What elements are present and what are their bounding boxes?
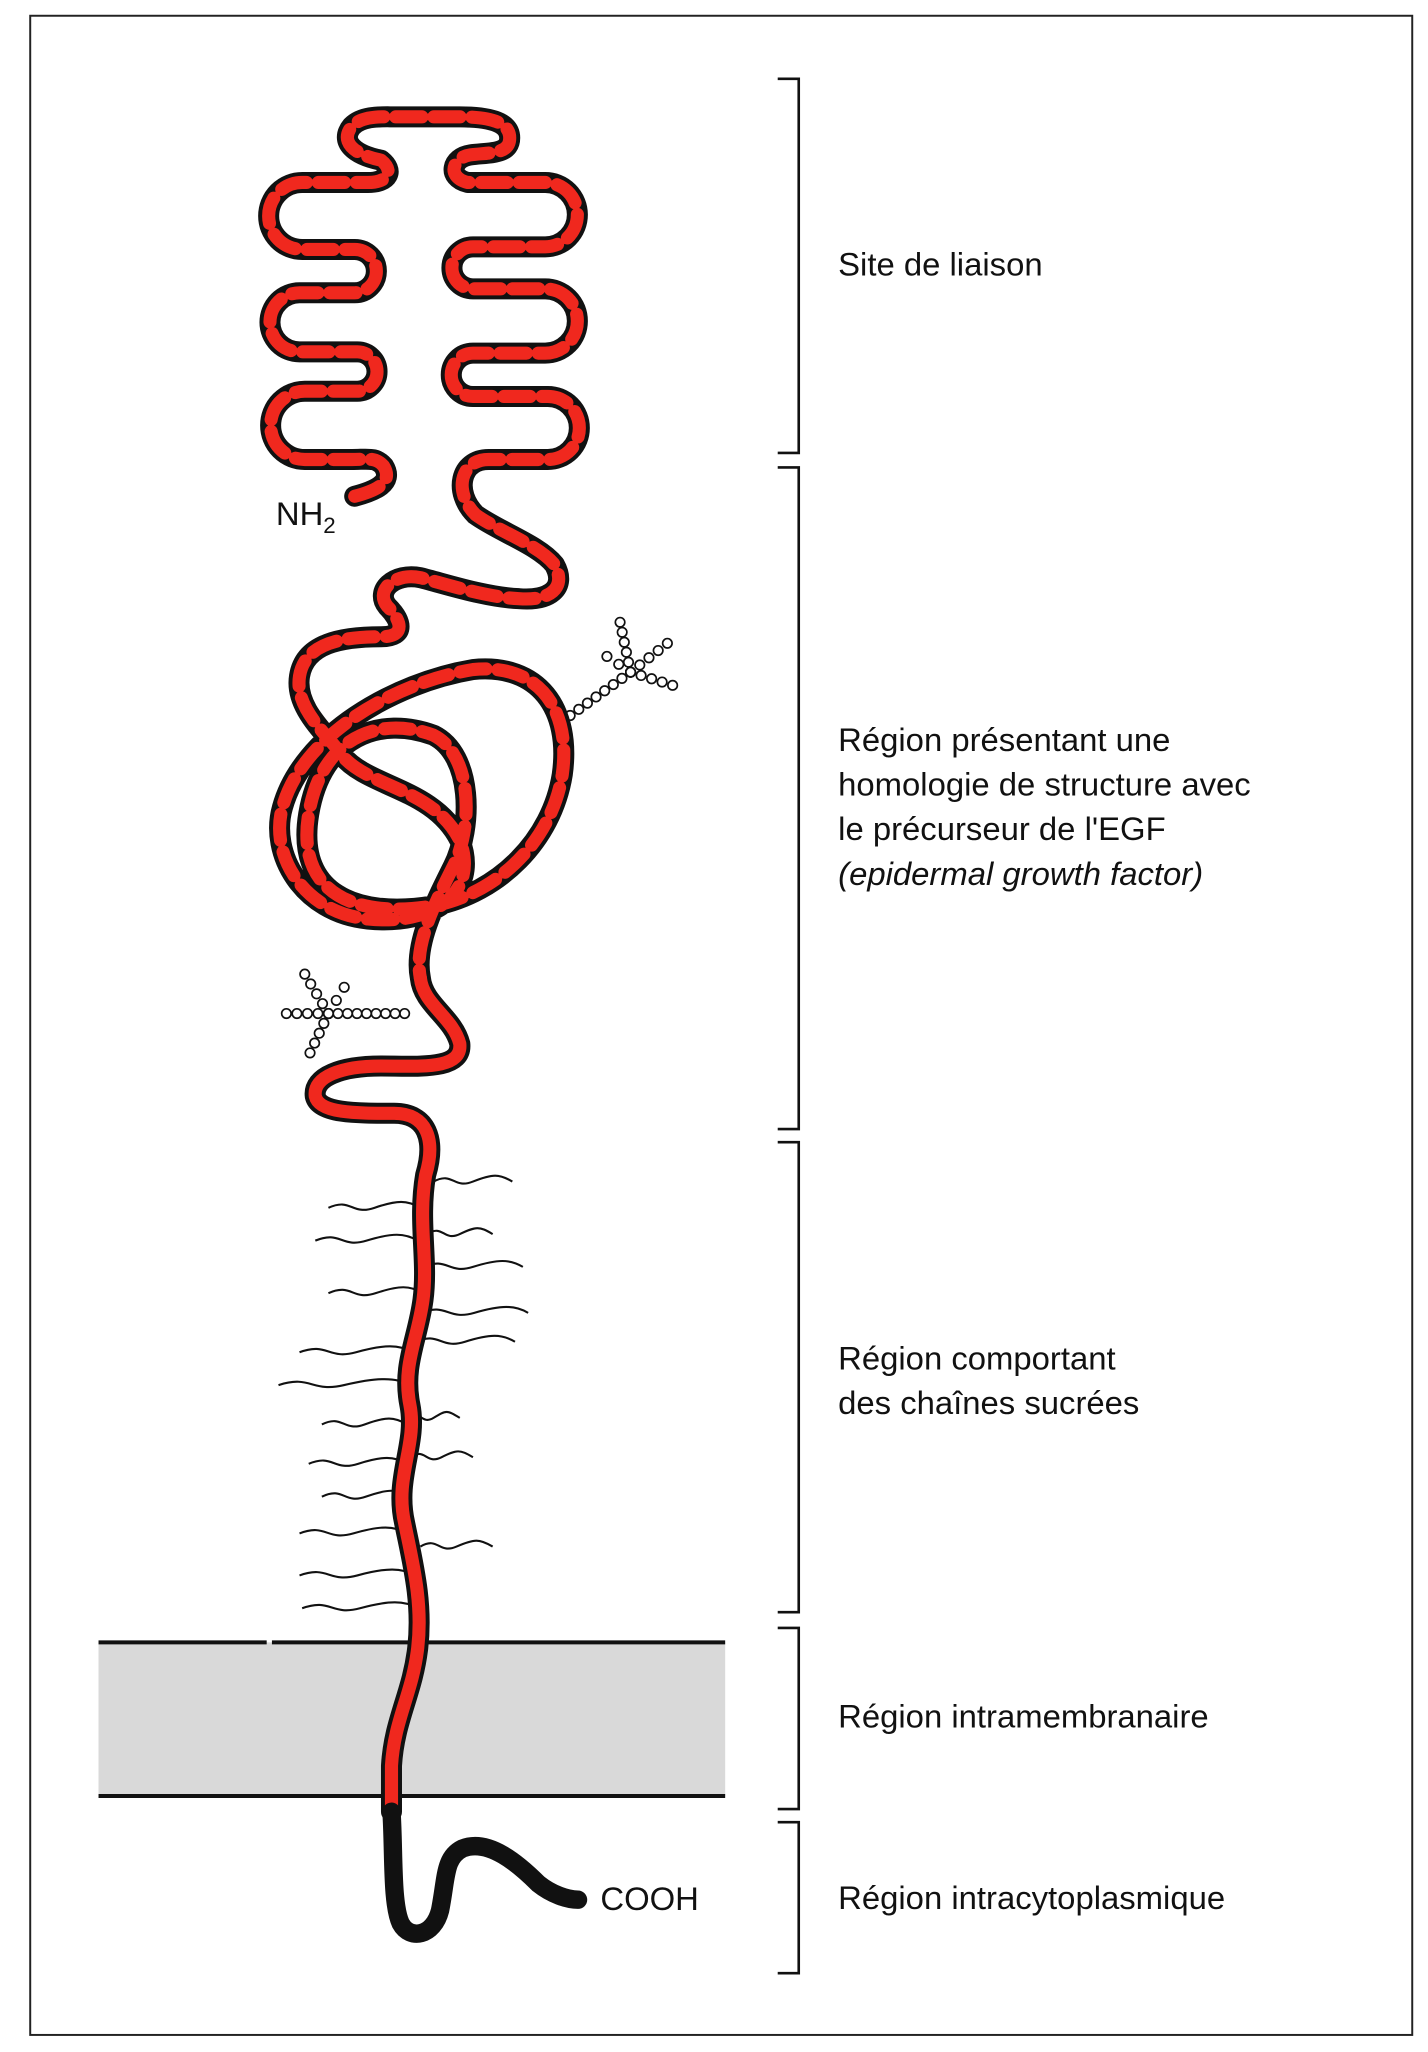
chain-red-dashed-segment <box>262 110 586 985</box>
sugar-residue <box>616 672 628 684</box>
sugar-residue <box>652 644 664 657</box>
sugar-residue <box>581 697 593 709</box>
sugar-chain-line <box>299 1345 414 1356</box>
cooh-label: COOH <box>600 1880 699 1917</box>
sugar-residue <box>624 666 637 678</box>
region-labels: Site de liaison Région présentant une ho… <box>838 246 1251 1916</box>
sugar-residue <box>635 669 647 682</box>
region-label-sugar-line-2: des chaînes sucrées <box>838 1384 1139 1421</box>
brackets <box>777 77 801 1975</box>
sugar-residue <box>313 1027 325 1039</box>
sugar-residue <box>389 1007 401 1020</box>
sugar-residue <box>634 659 646 671</box>
sugar-chain-line <box>433 1174 513 1185</box>
sugar-residue <box>656 676 668 688</box>
sugar-chain-line <box>299 1568 416 1579</box>
region-label-intramembrane: Région intramembranaire <box>838 1698 1209 1735</box>
sugar-residue <box>661 637 673 649</box>
sugar-chain-line <box>299 1526 408 1537</box>
sugar-residue <box>614 616 626 628</box>
sugar-residue <box>316 998 329 1010</box>
sugar-residue <box>399 1007 411 1020</box>
sugar-chain-line <box>301 1601 419 1612</box>
sugar-residue <box>620 646 632 658</box>
sugar-residue <box>599 685 611 697</box>
sugar-residue <box>643 652 655 664</box>
sugar-residue <box>667 679 679 691</box>
sugar-residue <box>338 981 350 993</box>
sugar-residue <box>330 994 342 1006</box>
sugar-residue <box>379 1007 392 1020</box>
sugar-chain-line <box>321 1417 408 1428</box>
sugar-residue <box>304 1047 316 1059</box>
sugar-residue <box>618 636 630 648</box>
sugar-chain-line <box>409 1450 474 1461</box>
sugar-residue <box>318 1017 330 1029</box>
sugar-residue <box>613 658 625 670</box>
sugar-residue <box>322 1007 335 1020</box>
sugar-residue <box>311 988 323 1000</box>
sugar-chain-line <box>328 1286 424 1297</box>
sugar-chain-line <box>414 1334 516 1345</box>
region-label-egf-line-3: le précurseur de l'EGF <box>838 810 1165 847</box>
sugar-residue <box>590 691 602 703</box>
sugar-residue <box>370 1007 382 1020</box>
nh2-label: NH2 <box>276 495 336 538</box>
chain-black-cytoplasmic-tail <box>382 1802 588 1943</box>
sugar-residue <box>360 1007 373 1020</box>
region-label-intracytoplasmic: Région intracytoplasmique <box>838 1879 1225 1916</box>
sugar-residue <box>646 673 658 685</box>
region-label-binding-site: Site de liaison <box>838 246 1042 283</box>
sugar-residue <box>341 1007 354 1020</box>
sugar-residue <box>573 703 585 715</box>
sugar-residue <box>622 656 635 668</box>
sugar-residue <box>607 678 619 691</box>
glycan-trees <box>280 616 679 1059</box>
sugar-residue <box>332 1007 344 1020</box>
sugar-residue <box>305 978 317 990</box>
region-label-egf-line-2: homologie de structure avec <box>838 766 1251 803</box>
sugar-residue <box>351 1007 363 1020</box>
sugar-residue <box>309 1037 321 1049</box>
sugar-chains <box>278 1174 529 1612</box>
frame-border <box>29 14 1414 2036</box>
region-label-sugar-line-1: Région comportant <box>838 1339 1115 1376</box>
sugar-residue <box>280 1007 292 1020</box>
sugar-chain-line <box>422 1259 524 1270</box>
sugar-chain-line <box>420 1305 529 1316</box>
sugar-residue <box>312 1007 324 1020</box>
sugar-residue <box>616 626 628 638</box>
chain-red-segment <box>308 971 467 1819</box>
sugar-residue <box>601 650 613 663</box>
sugar-chain-line <box>314 1233 419 1244</box>
sugar-chain-line <box>419 1539 494 1550</box>
sugar-chain-line <box>327 1200 421 1211</box>
sugar-residue <box>299 968 311 980</box>
sugar-chain-line <box>278 1378 411 1389</box>
region-label-egf-line-4: (epidermal growth factor) <box>838 855 1203 892</box>
region-label-egf-line-1: Région présentant une <box>838 721 1170 758</box>
sugar-chain-line <box>426 1227 494 1237</box>
sugar-residue <box>291 1007 303 1020</box>
sugar-chain-line <box>308 1456 408 1467</box>
sugar-residue <box>301 1007 313 1020</box>
